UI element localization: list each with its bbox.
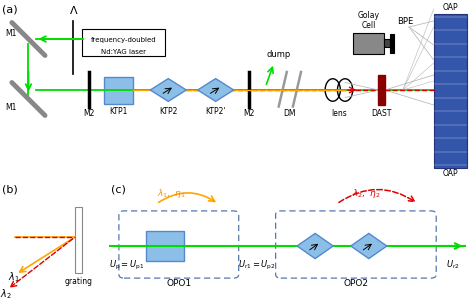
Text: (c): (c) [111,184,126,194]
Text: KTP2: KTP2 [159,107,177,116]
Bar [434,14,467,168]
Text: $U_\mathrm{p}=U_\mathrm{p1}$: $U_\mathrm{p}=U_\mathrm{p1}$ [109,259,145,272]
Text: M1: M1 [6,103,17,112]
Text: DM: DM [283,109,295,118]
Text: Golay
Cell: Golay Cell [358,11,380,30]
Text: DAST: DAST [372,109,392,118]
Bar [378,75,385,105]
Bar [384,39,390,47]
Text: OAP: OAP [443,4,458,13]
Bar [104,76,133,103]
Polygon shape [150,79,186,101]
Text: M2: M2 [243,109,255,118]
Text: OAP: OAP [443,169,458,178]
Bar [353,33,384,54]
FancyBboxPatch shape [82,29,165,56]
Text: BPE: BPE [397,16,413,26]
Bar [146,231,184,261]
Polygon shape [351,233,387,259]
Text: grating: grating [64,277,92,286]
Text: lens: lens [331,109,347,118]
Text: $\lambda_2$: $\lambda_2$ [0,287,12,300]
Bar [75,207,82,273]
Text: M1: M1 [6,28,17,38]
Text: (b): (b) [2,184,18,194]
Text: OPO2: OPO2 [344,279,368,288]
Text: $\lambda_1,\ \eta_1$: $\lambda_1,\ \eta_1$ [157,188,186,200]
Text: M2: M2 [83,109,95,118]
Text: $\lambda_2,\ \eta_2$: $\lambda_2,\ \eta_2$ [352,188,381,200]
Polygon shape [198,79,234,101]
Text: KTP1: KTP1 [109,107,128,116]
Text: Nd:YAG laser: Nd:YAG laser [101,49,146,55]
Text: $\lambda_1$: $\lambda_1$ [9,271,20,284]
Bar [390,34,394,53]
Text: dump: dump [266,50,291,59]
Text: OPO1: OPO1 [166,279,191,288]
Text: frequency-doubled: frequency-doubled [91,37,156,43]
Text: KTP2': KTP2' [205,107,226,116]
Polygon shape [297,233,333,259]
Text: $U_\mathrm{r1}=U_\mathrm{p2}$: $U_\mathrm{r1}=U_\mathrm{p2}$ [238,259,276,272]
Text: (a): (a) [2,4,18,14]
Text: Λ: Λ [70,7,77,16]
Text: $U_\mathrm{r2}$: $U_\mathrm{r2}$ [446,259,460,271]
